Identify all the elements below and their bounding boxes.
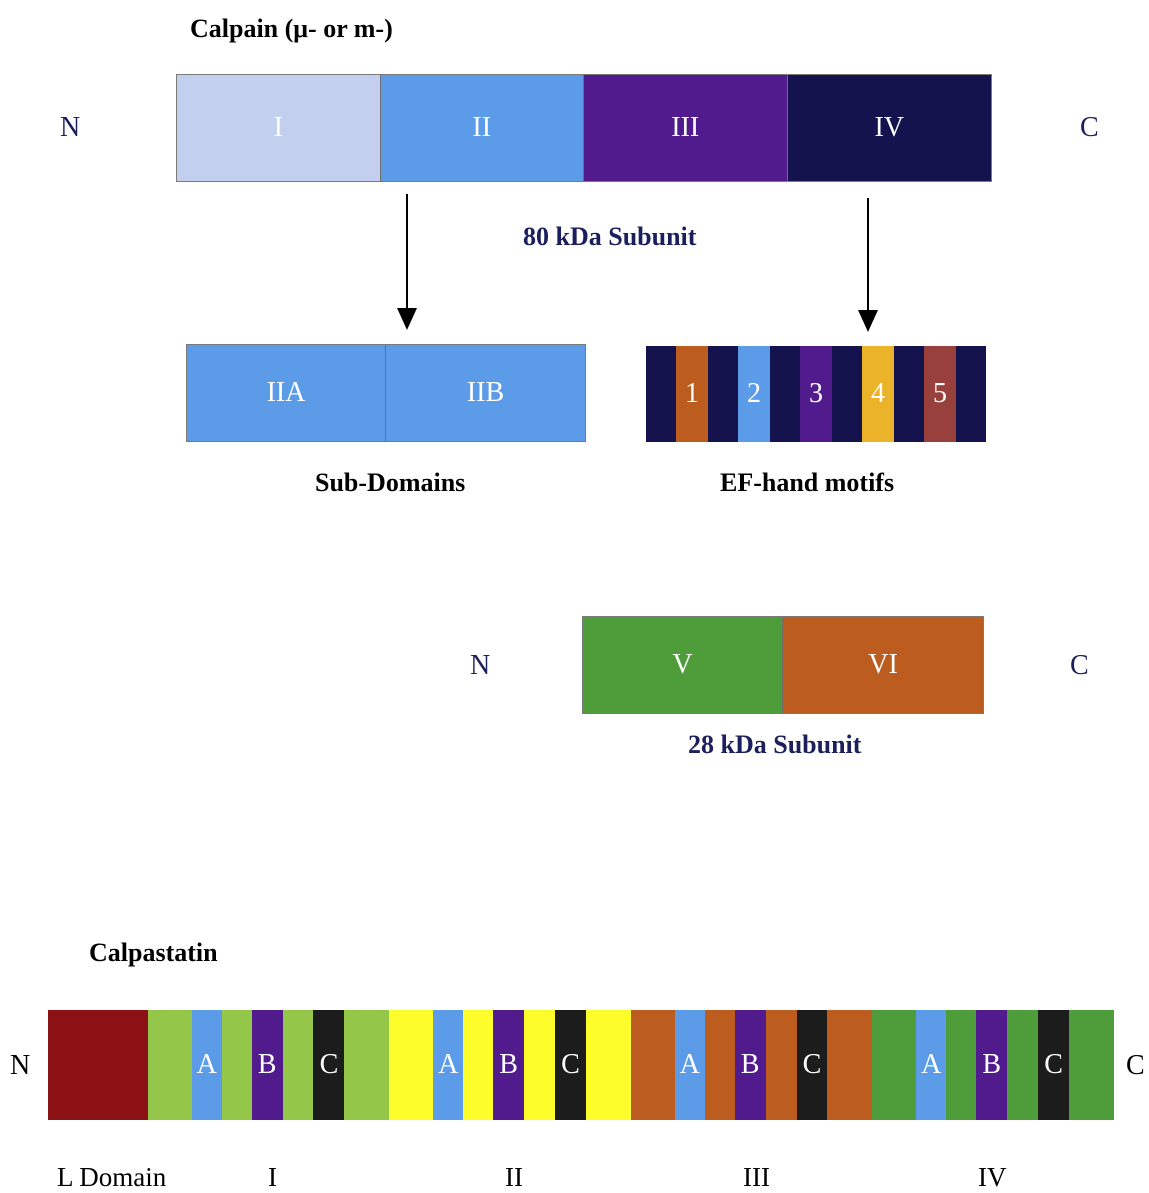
ef-hand-spacer bbox=[894, 346, 924, 442]
ef-hand-spacer bbox=[646, 346, 676, 442]
ef-hand-4-label: 4 bbox=[871, 378, 885, 409]
calpastatin-domain-iv-spacer bbox=[1007, 1010, 1039, 1120]
calpastatin-domain-iii-label: III bbox=[743, 1162, 770, 1192]
calpastatin-domain-i-label: I bbox=[268, 1162, 277, 1192]
ef-hand-1-label: 1 bbox=[685, 378, 699, 409]
calpastatin-n-terminus: N bbox=[10, 1050, 31, 1081]
calpastatin-domain-iii-sub-b: B bbox=[734, 1010, 766, 1120]
calpastatin-domain-i-sub-c-label: C bbox=[319, 1049, 339, 1080]
calpain-80kda-bar: I II III IV bbox=[176, 74, 992, 182]
domain-iii-segment: III bbox=[584, 75, 788, 181]
domain-i-segment: I bbox=[177, 75, 381, 181]
calpastatin-title: Calpastatin bbox=[89, 938, 218, 967]
calpastatin-domain-i-sub-b: B bbox=[251, 1010, 283, 1120]
calpastatin-domain-i-sub-a-label: A bbox=[196, 1049, 217, 1080]
calpastatin-domain-i-spacer bbox=[344, 1010, 390, 1120]
calpastatin-domain-iv-sub-a-label: A bbox=[921, 1049, 942, 1080]
domain-v-label: V bbox=[672, 649, 693, 680]
domain-ii-label: II bbox=[472, 112, 492, 143]
calpastatin-domain-i-sub-a: A bbox=[191, 1010, 222, 1120]
calpastatin-domain-ii-sub-a-label: A bbox=[438, 1049, 459, 1080]
ef-hand-spacer bbox=[956, 346, 986, 442]
calpastatin-domain-i-sub-b-label: B bbox=[257, 1049, 277, 1080]
calpastatin-domain-ii-label: II bbox=[505, 1162, 523, 1192]
calpastatin-c-terminus: C bbox=[1126, 1050, 1145, 1081]
subdomain-iia-label: IIA bbox=[266, 377, 306, 408]
small-subunit-label: 28 kDa Subunit bbox=[688, 730, 862, 759]
calpastatin-domain-ii-sub-c-label: C bbox=[561, 1049, 580, 1080]
calpastatin-domain-ii-spacer bbox=[389, 1010, 434, 1120]
calpain-c-terminus: C bbox=[1080, 112, 1099, 143]
calpain-title: Calpain (μ- or m-) bbox=[190, 14, 393, 43]
calpastatin-domain-ii-sub-b-label: B bbox=[499, 1049, 518, 1080]
small-subunit-c-terminus: C bbox=[1070, 650, 1089, 681]
calpastatin-domain-iv-sub-c-label: C bbox=[1044, 1049, 1063, 1080]
ef-hand-spacer bbox=[770, 346, 800, 442]
calpastatin-domain-iv-spacer bbox=[872, 1010, 917, 1120]
calpastatin-domain-i-sub-c: C bbox=[313, 1010, 345, 1120]
ef-hands-caption: EF-hand motifs bbox=[720, 468, 895, 497]
domain-ii-segment: II bbox=[380, 75, 584, 181]
calpain-n-terminus: N bbox=[60, 112, 81, 143]
arrows-overlay bbox=[397, 194, 878, 332]
subdomain-iia-segment: IIA bbox=[187, 345, 386, 441]
calpastatin-domain-iv-sub-c: C bbox=[1038, 1010, 1070, 1120]
calpain-28kda-bar: V VI bbox=[582, 616, 984, 714]
calpastatin-domain-iii-sub-c: C bbox=[796, 1010, 828, 1120]
calpastatin-domain-iv-spacer bbox=[1069, 1010, 1114, 1120]
calpastatin-domain-iii-spacer bbox=[704, 1010, 735, 1120]
subdomains-caption: Sub-Domains bbox=[315, 468, 466, 497]
ef-hand-5-label: 5 bbox=[933, 378, 947, 409]
calpastatin-l-domain-segment bbox=[48, 1010, 148, 1120]
ef-hand-motif-5: 5 bbox=[924, 346, 956, 442]
calpastatin-domain-iii-sub-a-label: A bbox=[679, 1049, 700, 1080]
calpastatin-domain-iv-spacer bbox=[946, 1010, 977, 1120]
calpastatin-domain-ii-sub-c: C bbox=[555, 1010, 586, 1120]
calpastatin-domain-iv-sub-a: A bbox=[916, 1010, 947, 1120]
small-subunit-n-terminus: N bbox=[470, 650, 491, 681]
domain-vi-segment: VI bbox=[783, 617, 983, 713]
calpastatin-domain-iii-spacer bbox=[630, 1010, 675, 1120]
calpastatin-domain-iii-spacer bbox=[765, 1010, 797, 1120]
calpastatin-domain-i-spacer bbox=[282, 1010, 314, 1120]
calpastatin-domain-iv-label: IV bbox=[978, 1162, 1007, 1192]
calpastatin-domain-i-spacer bbox=[147, 1010, 192, 1120]
ef-hand-motif-4: 4 bbox=[862, 346, 894, 442]
arrow-to-ef-hands bbox=[858, 198, 878, 332]
domain-v-segment: V bbox=[583, 617, 783, 713]
domain-iv-segment: IV bbox=[787, 75, 991, 181]
ef-hand-motif-3: 3 bbox=[800, 346, 832, 442]
calpastatin-domain-iv-sub-b-label: B bbox=[982, 1049, 1002, 1080]
calpastatin-domain-i-spacer bbox=[221, 1010, 252, 1120]
subdomains-bar: IIA IIB bbox=[186, 344, 586, 442]
arrow-to-subdomains bbox=[397, 194, 417, 330]
calpastatin-domain-ii-spacer bbox=[585, 1010, 631, 1120]
domain-vi-label: VI bbox=[868, 649, 898, 680]
calpastatin-l-domain-label: L Domain bbox=[57, 1162, 167, 1192]
calpastatin-domain-iii-sub-a: A bbox=[674, 1010, 705, 1120]
domain-i-label: I bbox=[273, 112, 283, 143]
ef-hand-motif-2: 2 bbox=[738, 346, 770, 442]
calpastatin-domain-iii-sub-b-label: B bbox=[740, 1049, 760, 1080]
calpastatin-domain-ii-sub-b: B bbox=[493, 1010, 525, 1120]
ef-hand-motif-1: 1 bbox=[676, 346, 708, 442]
ef-hand-spacer bbox=[832, 346, 862, 442]
domain-iii-label: III bbox=[671, 112, 700, 143]
subdomain-iib-label: IIB bbox=[466, 377, 505, 408]
ef-hand-spacer bbox=[708, 346, 738, 442]
ef-hand-bar: 1 2 3 4 5 bbox=[646, 346, 992, 442]
large-subunit-label: 80 kDa Subunit bbox=[523, 222, 697, 251]
calpastatin-domain-ii-spacer bbox=[524, 1010, 556, 1120]
ef-hand-2-label: 2 bbox=[747, 378, 761, 409]
calpastatin-domain-iii-sub-c-label: C bbox=[802, 1049, 822, 1080]
calpastatin-domain-iii-spacer bbox=[827, 1010, 873, 1120]
calpastatin-domain-iv-sub-b: B bbox=[976, 1010, 1008, 1120]
subdomain-iib-segment: IIB bbox=[386, 345, 585, 441]
calpastatin-domain-ii-sub-a: A bbox=[433, 1010, 464, 1120]
domain-iv-label: IV bbox=[874, 112, 905, 143]
calpastatin-domain-ii-spacer bbox=[463, 1010, 494, 1120]
ef-hand-3-label: 3 bbox=[809, 378, 823, 409]
